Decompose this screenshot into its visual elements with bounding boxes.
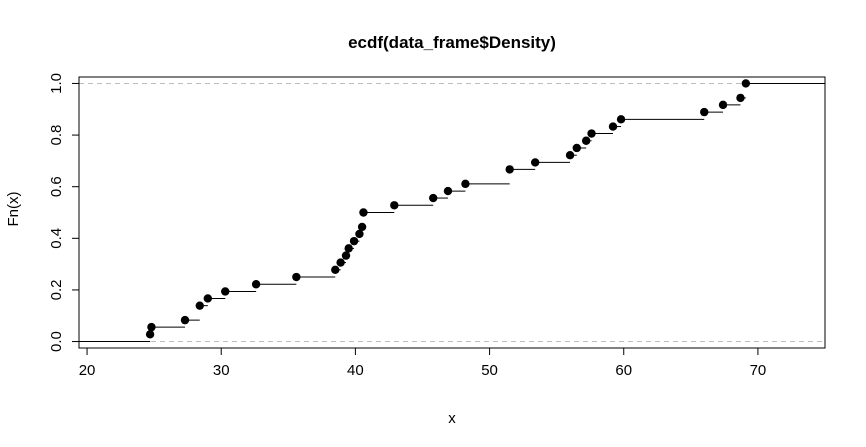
data-point [581,136,591,145]
x-tick-label: 50 [481,362,498,379]
data-point [147,322,156,332]
data-point [565,151,575,160]
x-axis: 20 30 40 50 60 70 [79,347,767,379]
plot-frame [78,76,826,349]
data-point [341,251,351,260]
x-tick-label: 20 [79,362,96,379]
y-tick-label: 0.0 [48,331,65,352]
x-axis-label: x [448,410,456,427]
ecdf-steps [79,82,825,343]
y-tick-label: 0.2 [48,279,65,300]
ecdf-points [145,79,751,339]
y-tick-label: 0.4 [48,228,65,249]
data-point [355,229,364,239]
data-point [443,186,453,196]
data-point [700,107,709,117]
y-axis-label: Fn(x) [5,192,22,227]
data-point [349,236,359,246]
y-tick-label: 0.8 [48,125,65,146]
data-point [616,115,626,124]
data-point [429,193,438,203]
data-point [608,122,618,131]
data-point [180,315,190,325]
data-point [359,208,368,217]
y-tick-label: 0.6 [48,176,65,197]
data-point [741,79,751,88]
x-tick-label: 40 [347,362,364,379]
reference-lines [79,82,825,343]
data-point [505,165,514,174]
data-point [331,265,340,274]
x-tick-label: 30 [213,362,230,379]
data-point [292,272,301,282]
x-tick-label: 60 [615,362,632,379]
data-point [357,222,367,232]
x-tick-label: 70 [750,362,767,379]
data-point [390,201,399,210]
data-point [336,258,345,267]
data-point [221,287,230,296]
data-point [461,179,470,189]
data-point [344,244,353,253]
y-tick-label: 1.0 [48,73,65,94]
chart-title: ecdf(data_frame$Density) [348,33,556,52]
data-point [587,129,596,138]
data-point [572,143,581,153]
data-point [718,100,728,110]
y-axis: 0.0 0.2 0.4 0.6 0.8 1.0 [48,73,80,352]
data-point [145,330,155,339]
data-point [195,301,204,310]
data-point [530,158,540,167]
data-point [203,294,213,303]
data-point [736,93,745,103]
data-point [251,280,261,289]
